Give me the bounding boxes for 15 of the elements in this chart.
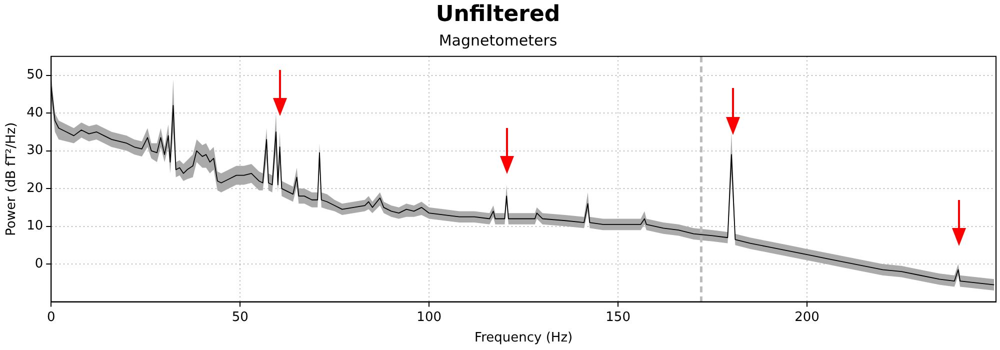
x-tick-label: 100 (416, 310, 442, 325)
x-tick-label: 150 (606, 310, 630, 325)
y-axis-title: Power (dB fT²/Hz) (4, 122, 20, 236)
y-tick-label: 50 (26, 68, 44, 83)
chart-title: Unfiltered (436, 2, 560, 27)
y-tick-label: 0 (34, 256, 44, 272)
y-tick-label: 20 (26, 180, 44, 196)
y-tick-label: 10 (26, 218, 44, 234)
x-tick-label: 200 (794, 310, 820, 325)
y-tick-label: 30 (26, 143, 44, 158)
x-tick-label: 50 (232, 310, 248, 325)
y-tick-label: 40 (26, 105, 44, 120)
x-axis-title: Frequency (Hz) (474, 330, 573, 346)
chart-subtitle: Magnetometers (438, 31, 558, 50)
x-tick-label: 0 (47, 310, 56, 325)
